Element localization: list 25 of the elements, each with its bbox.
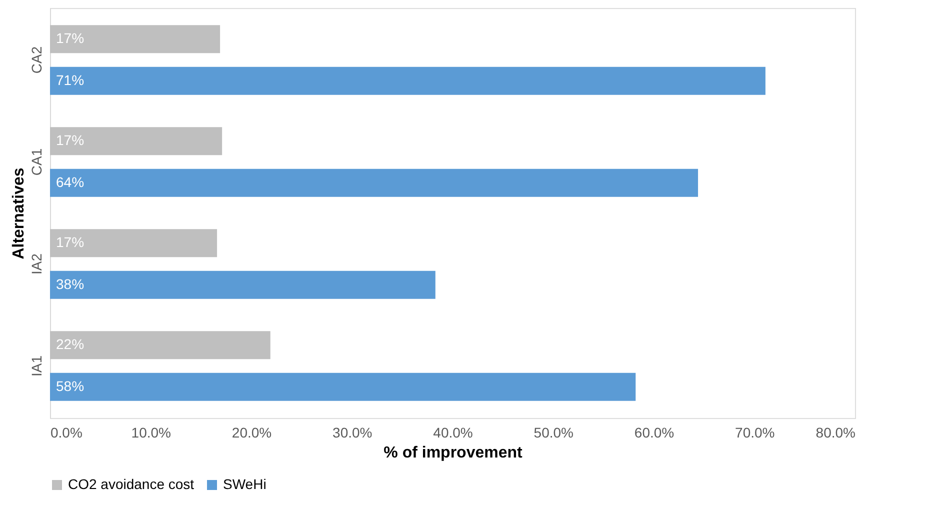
x-tick-label: 80.0% (816, 424, 856, 440)
y-tick-label: CA1 (28, 148, 44, 176)
y-tick-label: IA2 (28, 253, 44, 275)
data-label: 64% (56, 174, 84, 190)
data-label: 17% (56, 30, 84, 46)
x-tick-label: 60.0% (634, 424, 674, 440)
y-tick-label: CA2 (28, 46, 44, 74)
x-tick-label: 20.0% (232, 424, 272, 440)
x-tick-label: 50.0% (534, 424, 574, 440)
data-label: 17% (56, 132, 84, 148)
y-axis-title: Alternatives (10, 168, 28, 260)
data-label: 38% (56, 276, 84, 292)
x-tick-label: 0.0% (50, 424, 82, 440)
data-label: 71% (56, 72, 84, 88)
x-tick-label: 30.0% (332, 424, 372, 440)
y-tick-label: IA1 (28, 355, 44, 376)
data-label: 22% (56, 336, 84, 352)
data-label: 17% (56, 234, 84, 250)
data-label: 58% (56, 378, 84, 394)
legend-label: CO2 avoidance cost (68, 476, 194, 492)
x-tick-label: 40.0% (433, 424, 473, 440)
legend-label: SWeHi (223, 476, 266, 492)
x-tick-label: 70.0% (735, 424, 775, 440)
x-tick-label: 10.0% (131, 424, 171, 440)
x-axis-title: % of improvement (384, 444, 524, 462)
